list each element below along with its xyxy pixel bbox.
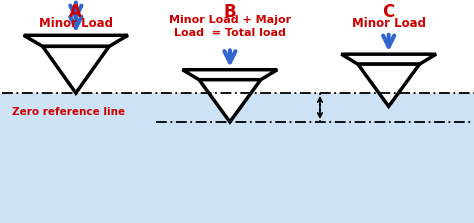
- Text: A: A: [69, 3, 82, 21]
- Polygon shape: [199, 80, 261, 122]
- Text: C: C: [383, 3, 395, 21]
- Text: Minor Load: Minor Load: [352, 17, 426, 30]
- Polygon shape: [341, 54, 436, 64]
- Text: Minor Load: Minor Load: [39, 17, 113, 30]
- Polygon shape: [182, 70, 277, 80]
- Text: Minor Load + Major
Load  = Total load: Minor Load + Major Load = Total load: [169, 15, 291, 38]
- Polygon shape: [24, 35, 128, 46]
- Polygon shape: [358, 64, 419, 106]
- Text: B: B: [224, 3, 236, 21]
- Text: Zero reference line: Zero reference line: [12, 107, 125, 117]
- Polygon shape: [43, 46, 109, 93]
- FancyBboxPatch shape: [0, 93, 474, 223]
